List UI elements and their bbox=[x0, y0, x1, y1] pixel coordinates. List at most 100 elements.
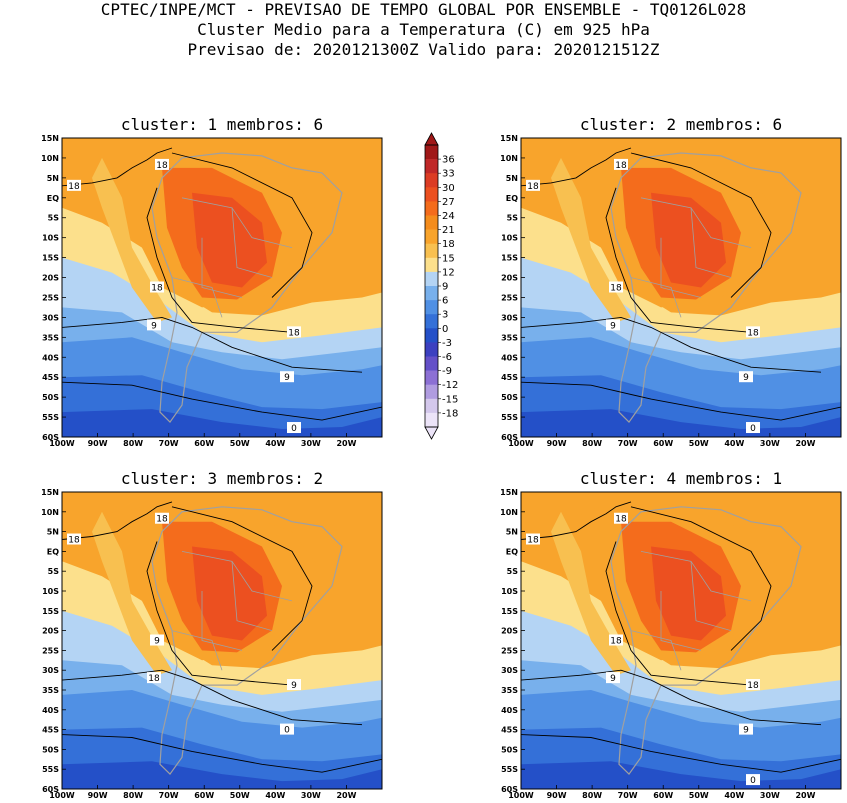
coastline bbox=[151, 152, 343, 424]
temperature-band-5 bbox=[62, 761, 382, 789]
colorbar-segment bbox=[425, 159, 438, 174]
y-tick-label: 35S bbox=[42, 686, 59, 695]
contour-label: 0 bbox=[750, 776, 756, 786]
y-tick-label: 60S bbox=[42, 785, 59, 794]
colorbar-segment bbox=[425, 328, 438, 343]
x-tick-label: 60W bbox=[194, 791, 214, 800]
contour-label: 9 bbox=[284, 373, 290, 383]
country-border-2 bbox=[231, 207, 273, 278]
colorbar-segment bbox=[425, 314, 438, 329]
contour-label-bg bbox=[147, 319, 161, 331]
x-tick-label: 20W bbox=[795, 791, 815, 800]
colorbar-segment bbox=[425, 229, 438, 244]
contour-label-bg bbox=[287, 422, 301, 434]
y-tick-label: 30S bbox=[501, 313, 518, 322]
y-tick-label: 50S bbox=[501, 745, 518, 754]
y-tick-label: 40S bbox=[501, 706, 518, 715]
y-tick-label: 15N bbox=[41, 488, 59, 497]
panel-frame bbox=[520, 137, 842, 438]
coastline bbox=[610, 506, 802, 776]
colorbar-segment bbox=[425, 384, 438, 400]
x-tick-label: 40W bbox=[265, 439, 285, 448]
y-tick-label: 25S bbox=[501, 293, 518, 302]
y-tick-label: 10N bbox=[500, 154, 518, 163]
contour-label-bg bbox=[614, 512, 628, 524]
map-panel-2: 18 18 18 9 18 9 0 cluster: 2 membros: 6 15N 10N 5N… bbox=[500, 115, 842, 448]
coastline bbox=[610, 152, 802, 424]
y-tick-label: 50S bbox=[501, 393, 518, 402]
y-tick-label: 5S bbox=[48, 567, 60, 576]
contour-label-bg bbox=[155, 158, 169, 170]
colorbar-label: -6 bbox=[442, 352, 452, 363]
colorbar-label: 24 bbox=[442, 211, 455, 222]
contour-label: 18 bbox=[68, 536, 80, 546]
y-tick-label: 20S bbox=[501, 627, 518, 636]
colorbar-label: 33 bbox=[442, 169, 455, 180]
x-tick-label: 80W bbox=[582, 791, 602, 800]
y-tick-label: 5N bbox=[47, 528, 59, 537]
colorbar-segment bbox=[425, 412, 438, 428]
colorbar-label: 6 bbox=[442, 296, 448, 307]
map-panel-3: 18 18 9 18 9 0 cluster: 3 membros: 2 15N 10N 5N EQ… bbox=[41, 469, 383, 800]
contour-label: 18 bbox=[747, 328, 759, 338]
contour-label: 9 bbox=[743, 726, 749, 736]
y-tick-label: 5N bbox=[506, 174, 518, 183]
header-line-3: Previsao de: 2020121300Z Valido para: 20… bbox=[187, 40, 660, 59]
colorbar-label: -9 bbox=[442, 366, 452, 377]
y-tick-label: 15S bbox=[501, 254, 518, 263]
temperature-band-5 bbox=[521, 409, 841, 437]
y-tick-label: 5S bbox=[507, 214, 519, 223]
y-tick-label: 10S bbox=[501, 587, 518, 596]
y-tick-label: 25S bbox=[42, 293, 59, 302]
panel-frame bbox=[61, 491, 383, 790]
x-tick-label: 70W bbox=[618, 791, 638, 800]
map-panel-1: 18 18 18 9 18 9 0 cluster: 1 membros: 6 15N 10N 5N… bbox=[41, 115, 383, 448]
y-tick-label: 30S bbox=[501, 666, 518, 675]
contour-label-bg bbox=[606, 319, 620, 331]
contour-label: 18 bbox=[68, 182, 80, 192]
x-tick-label: 60W bbox=[653, 791, 673, 800]
colorbar-segment bbox=[425, 145, 438, 160]
contour-line-4 bbox=[61, 381, 383, 421]
colorbar-segment bbox=[425, 243, 438, 259]
country-border-3 bbox=[171, 630, 223, 671]
contour-label-bg bbox=[280, 723, 294, 735]
temperature-band-9 bbox=[551, 157, 631, 323]
colorbar-label: 36 bbox=[442, 155, 455, 166]
x-tick-label: 100W bbox=[49, 439, 75, 448]
contour-line-0 bbox=[61, 501, 173, 540]
x-tick-label: 40W bbox=[265, 791, 285, 800]
contour-line-4 bbox=[520, 734, 842, 773]
x-tick-label: 90W bbox=[547, 791, 567, 800]
contour-line-2 bbox=[171, 152, 313, 298]
colorbar-segment bbox=[425, 271, 438, 287]
contour-label-bg bbox=[526, 179, 540, 191]
colorbar-label: -3 bbox=[442, 338, 452, 349]
contour-label-bg bbox=[155, 512, 169, 524]
y-tick-label: EQ bbox=[47, 194, 59, 203]
contour-line-1 bbox=[146, 187, 293, 333]
y-tick-label: 55S bbox=[42, 413, 59, 422]
y-tick-label: EQ bbox=[506, 194, 518, 203]
y-tick-label: 50S bbox=[42, 393, 59, 402]
colorbar-label: 0 bbox=[442, 324, 448, 335]
y-tick-label: 40S bbox=[42, 706, 59, 715]
temperature-band-8 bbox=[651, 192, 726, 288]
country-border-3 bbox=[630, 630, 682, 671]
contour-line-4 bbox=[520, 381, 842, 421]
colorbar-segment bbox=[425, 300, 438, 315]
contour-label-bg bbox=[746, 774, 760, 786]
contour-line-4 bbox=[61, 734, 383, 773]
y-tick-label: 45S bbox=[501, 373, 518, 382]
colorbar-segment bbox=[425, 201, 438, 216]
colorbar-label: -18 bbox=[442, 408, 458, 419]
header: CPTEC/INPE/MCT - PREVISAO DE TEMPO GLOBA… bbox=[0, 0, 847, 60]
contour-line-3 bbox=[61, 316, 363, 373]
colorbar-label: 15 bbox=[442, 253, 455, 264]
contour-label: 9 bbox=[154, 637, 160, 647]
header-line-2: Cluster Medio para a Temperatura (C) em … bbox=[197, 20, 650, 39]
contour-label: 9 bbox=[610, 321, 616, 331]
contour-label: 18 bbox=[148, 674, 160, 684]
x-tick-label: 30W bbox=[760, 791, 780, 800]
y-tick-label: 55S bbox=[501, 765, 518, 774]
